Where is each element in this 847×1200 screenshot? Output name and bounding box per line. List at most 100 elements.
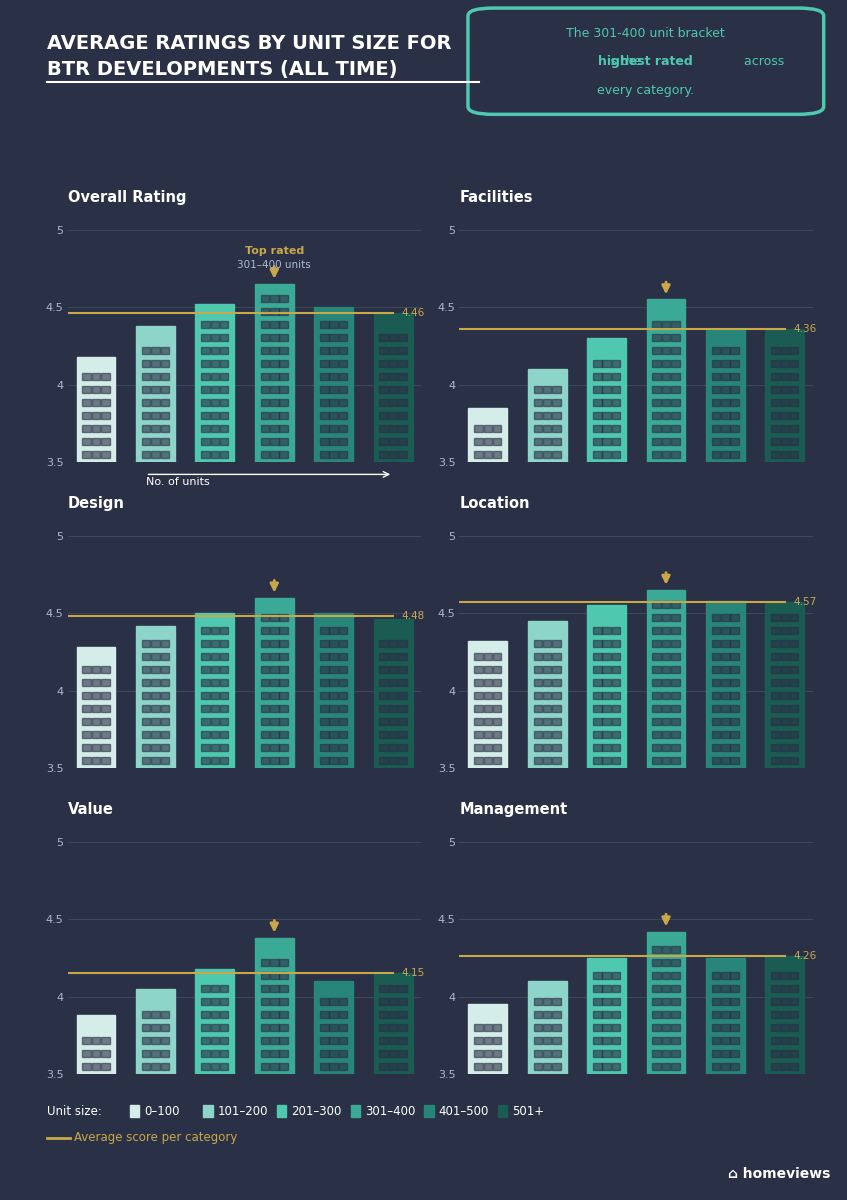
Bar — [652, 398, 661, 407]
Bar — [543, 1024, 551, 1031]
Bar — [612, 360, 620, 367]
Bar — [320, 360, 329, 367]
Bar — [389, 1050, 397, 1057]
Bar — [101, 731, 109, 738]
Bar — [91, 425, 100, 432]
Bar — [141, 757, 151, 764]
Text: 201–300: 201–300 — [291, 1105, 341, 1117]
Bar — [202, 744, 210, 751]
Bar — [261, 1037, 269, 1044]
Bar — [280, 412, 288, 419]
Bar — [772, 666, 780, 673]
Bar — [101, 1063, 109, 1070]
Bar — [196, 968, 235, 1074]
Bar — [261, 412, 269, 419]
Bar — [151, 640, 160, 647]
Bar — [730, 998, 739, 1006]
Bar — [161, 398, 169, 407]
Bar — [493, 718, 501, 725]
Bar — [772, 360, 780, 367]
Bar — [721, 347, 730, 354]
Bar — [662, 1037, 670, 1044]
Bar — [261, 373, 269, 380]
Bar — [202, 666, 210, 673]
Bar — [398, 653, 407, 660]
Bar — [552, 1050, 561, 1057]
Bar — [255, 598, 294, 768]
Bar — [314, 307, 353, 462]
Bar — [602, 666, 611, 673]
Bar — [161, 1010, 169, 1019]
Bar — [379, 666, 388, 673]
Bar — [270, 718, 279, 725]
Bar — [379, 1024, 388, 1031]
Bar — [379, 412, 388, 419]
Bar — [270, 295, 279, 302]
Bar — [161, 386, 169, 394]
Bar — [772, 692, 780, 700]
Bar — [211, 438, 219, 445]
Bar — [730, 744, 739, 751]
Text: every category.: every category. — [597, 84, 695, 97]
Bar — [82, 412, 91, 419]
Text: Facilities: Facilities — [460, 190, 533, 205]
Bar — [339, 438, 347, 445]
Bar — [270, 347, 279, 354]
Bar — [202, 451, 210, 458]
Bar — [339, 373, 347, 380]
Bar — [220, 425, 229, 432]
Bar — [711, 731, 720, 738]
Text: is the: is the — [607, 55, 646, 67]
Bar — [339, 1037, 347, 1044]
Bar — [730, 985, 739, 992]
Bar — [646, 590, 685, 768]
Bar — [772, 1050, 780, 1057]
Bar — [141, 1010, 151, 1019]
Bar — [721, 704, 730, 713]
Bar — [339, 386, 347, 394]
Text: across: across — [739, 55, 783, 67]
Text: 501+: 501+ — [512, 1105, 545, 1117]
Bar — [101, 692, 109, 700]
Bar — [329, 1037, 338, 1044]
Bar — [280, 438, 288, 445]
Bar — [389, 666, 397, 673]
Bar — [671, 438, 679, 445]
Bar — [202, 640, 210, 647]
Bar — [474, 438, 483, 445]
Bar — [270, 985, 279, 992]
Bar — [781, 679, 789, 686]
Bar — [662, 757, 670, 764]
Bar — [534, 451, 542, 458]
Bar — [790, 347, 799, 354]
Bar — [339, 334, 347, 341]
Bar — [91, 679, 100, 686]
Bar — [220, 666, 229, 673]
Bar — [202, 360, 210, 367]
Bar — [474, 731, 483, 738]
Bar — [662, 360, 670, 367]
Bar — [379, 744, 388, 751]
Bar — [612, 666, 620, 673]
Bar — [721, 1010, 730, 1019]
Bar — [202, 679, 210, 686]
Bar — [202, 718, 210, 725]
Bar — [662, 626, 670, 635]
Bar — [202, 373, 210, 380]
Bar — [790, 626, 799, 635]
Bar — [652, 347, 661, 354]
Bar — [602, 398, 611, 407]
Bar — [781, 398, 789, 407]
Bar — [220, 640, 229, 647]
Bar — [790, 653, 799, 660]
Bar — [151, 438, 160, 445]
Bar — [662, 679, 670, 686]
Bar — [781, 1037, 789, 1044]
Bar — [552, 438, 561, 445]
Bar — [161, 412, 169, 419]
Bar — [329, 1010, 338, 1019]
Text: Average score per category: Average score per category — [74, 1132, 237, 1144]
Bar — [602, 757, 611, 764]
Bar — [543, 1063, 551, 1070]
Bar — [781, 360, 789, 367]
